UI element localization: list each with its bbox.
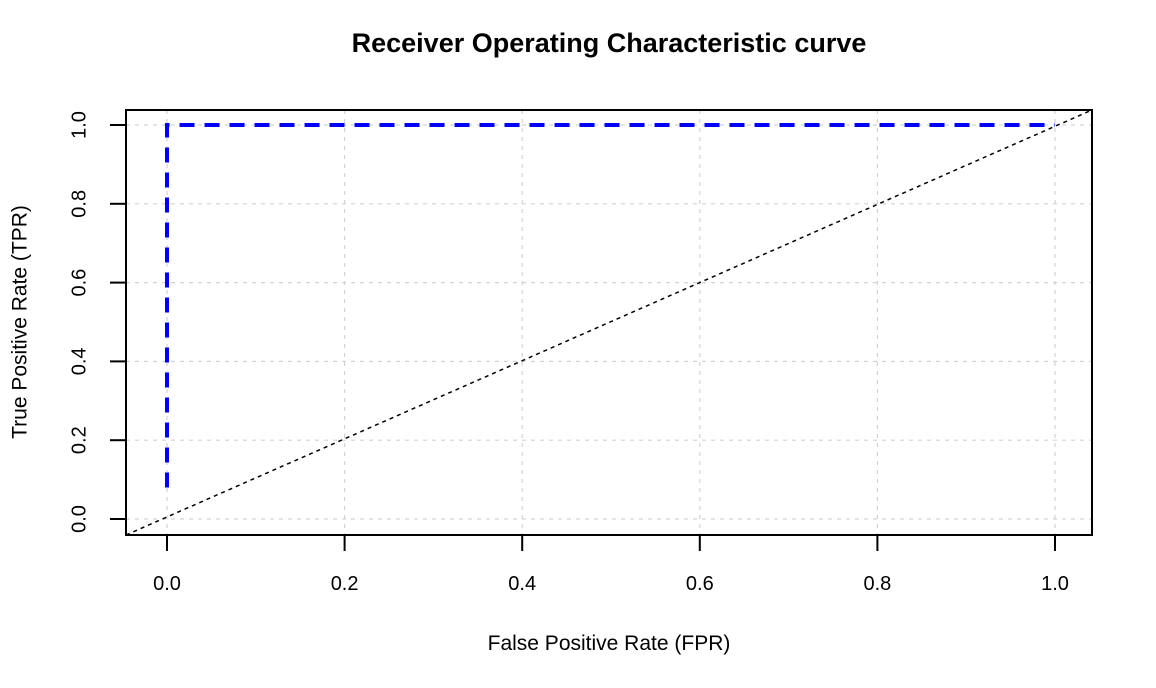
- x-tick-label: 1.0: [1041, 573, 1069, 595]
- y-tick-label: 0.2: [68, 426, 90, 454]
- chart-title: Receiver Operating Characteristic curve: [351, 28, 867, 58]
- plot-box: [125, 109, 1093, 536]
- x-tick-label: 0.2: [331, 573, 359, 595]
- y-tick-label: 0.8: [68, 190, 90, 218]
- x-axis-title: False Positive Rate (FPR): [487, 632, 731, 655]
- y-tick-label: 0.4: [68, 347, 90, 375]
- x-tick-label: 0.0: [153, 573, 181, 595]
- x-tick-label: 0.8: [863, 573, 891, 595]
- x-tick-label: 0.4: [508, 573, 536, 595]
- x-tick-label: 0.6: [686, 573, 714, 595]
- y-tick-label: 1.0: [68, 111, 90, 139]
- y-tick-label: 0.0: [68, 505, 90, 533]
- roc-curve: [165, 123, 1055, 488]
- y-tick-label: 0.6: [68, 269, 90, 297]
- chance-diagonal: [125, 109, 1093, 536]
